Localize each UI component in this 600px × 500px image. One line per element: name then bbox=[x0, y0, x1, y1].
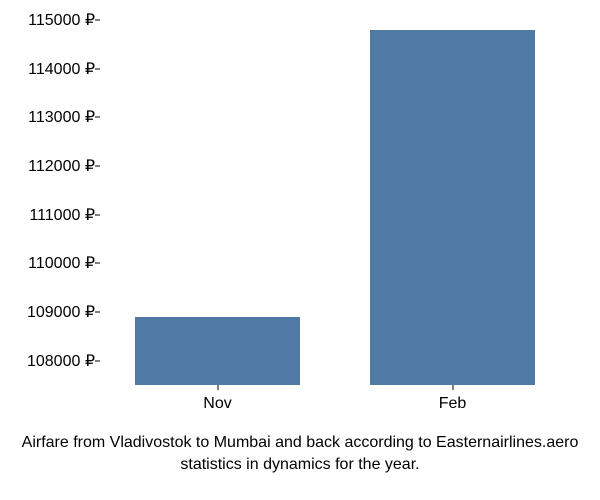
y-tick-label: 115000 ₽ bbox=[10, 10, 95, 30]
y-tick-mark bbox=[95, 360, 100, 361]
y-tick-mark bbox=[95, 312, 100, 313]
y-tick-label: 114000 ₽ bbox=[10, 59, 95, 79]
chart-caption: Airfare from Vladivostok to Mumbai and b… bbox=[0, 432, 600, 477]
y-tick-label: 111000 ₽ bbox=[10, 205, 95, 225]
y-tick-mark bbox=[95, 166, 100, 167]
y-tick-mark bbox=[95, 263, 100, 264]
y-tick-mark bbox=[95, 68, 100, 69]
plot-area bbox=[100, 20, 570, 385]
x-tick-mark bbox=[217, 385, 218, 390]
y-tick-label: 113000 ₽ bbox=[10, 107, 95, 127]
bar bbox=[370, 30, 535, 385]
y-tick-label: 108000 ₽ bbox=[10, 351, 95, 371]
y-tick-mark bbox=[95, 20, 100, 21]
x-tick-label: Feb bbox=[439, 395, 467, 413]
y-tick-mark bbox=[95, 117, 100, 118]
y-tick-mark bbox=[95, 214, 100, 215]
y-tick-label: 109000 ₽ bbox=[10, 302, 95, 322]
x-tick-label: Nov bbox=[203, 395, 231, 413]
y-tick-label: 112000 ₽ bbox=[10, 156, 95, 176]
bar bbox=[135, 317, 300, 385]
x-tick-mark bbox=[452, 385, 453, 390]
y-tick-label: 110000 ₽ bbox=[10, 253, 95, 273]
airfare-chart: Airfare from Vladivostok to Mumbai and b… bbox=[0, 0, 600, 500]
